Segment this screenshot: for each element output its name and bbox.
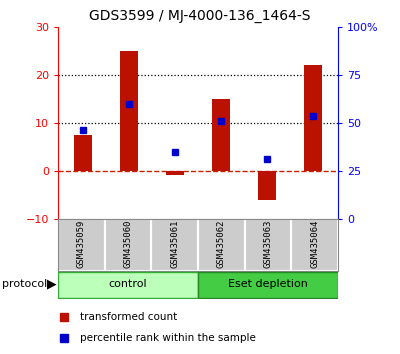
Bar (58, 272, 198, 298)
Text: GSM435064: GSM435064 (310, 220, 319, 268)
Bar (304, 65, 322, 171)
Text: GSM435060: GSM435060 (124, 220, 132, 268)
Text: Eset depletion: Eset depletion (228, 279, 308, 290)
Text: GSM435061: GSM435061 (170, 220, 179, 268)
Bar (245, 219, 291, 271)
Text: GSM435059: GSM435059 (77, 220, 86, 268)
Bar (58, 219, 105, 271)
Bar (120, 51, 138, 171)
Text: percentile rank within the sample: percentile rank within the sample (80, 332, 256, 343)
Bar (105, 219, 151, 271)
Text: GSM435063: GSM435063 (264, 220, 272, 268)
Text: protocol: protocol (2, 279, 47, 290)
Text: control: control (109, 279, 147, 290)
Bar (258, 171, 276, 200)
Text: transformed count: transformed count (80, 312, 178, 322)
Bar (151, 219, 198, 271)
Text: GSM435062: GSM435062 (217, 220, 226, 268)
Bar (198, 272, 338, 298)
Bar (198, 219, 245, 271)
Bar (166, 171, 184, 175)
Bar (212, 99, 230, 171)
Bar (291, 219, 338, 271)
Text: GDS3599 / MJ-4000-136_1464-S: GDS3599 / MJ-4000-136_1464-S (89, 9, 311, 23)
Bar (74, 135, 92, 171)
Text: ▶: ▶ (47, 278, 57, 291)
